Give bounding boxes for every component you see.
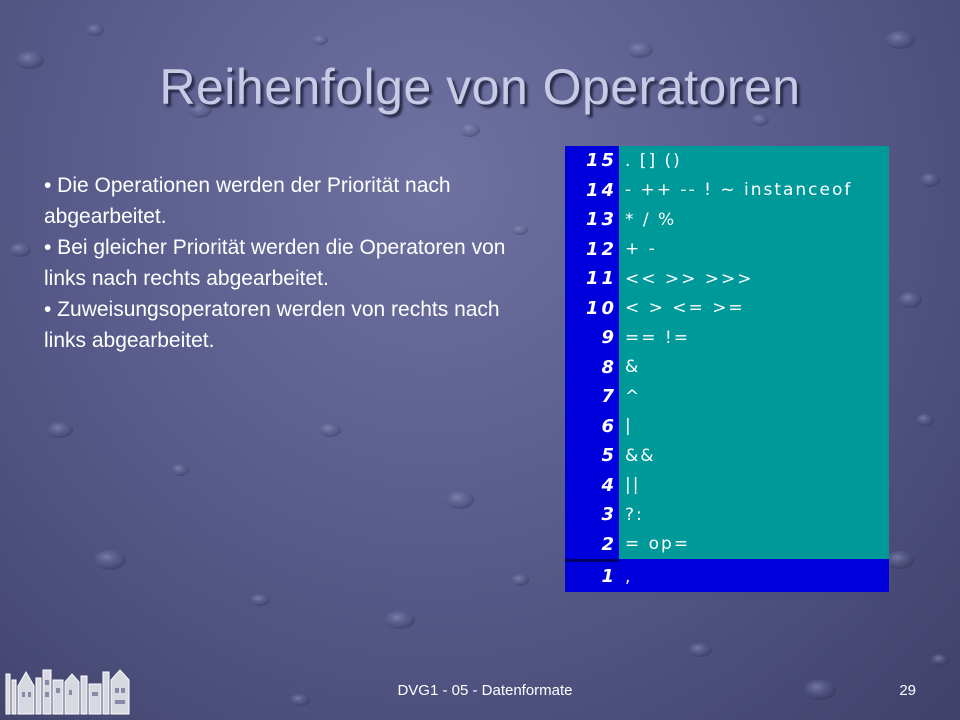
page-number: 29 (899, 682, 916, 699)
operator-precedence-table: 15. [] () 14- ++ -- ! ~ instanceof 13 * /… (565, 146, 889, 592)
table-row: 6 | (565, 411, 889, 441)
footer-text: DVG1 - 05 - Datenformate (397, 682, 573, 699)
operator-cell: || (619, 470, 889, 500)
bullet-item: • Die Operationen werden der Priorität n… (44, 174, 451, 228)
table-row: 7 ^ (565, 382, 889, 412)
priority-cell: 7 (565, 382, 619, 412)
slide-title: Reihenfolge von Operatoren (159, 59, 801, 115)
table-row: 9 == != (565, 323, 889, 353)
priority-cell: 14 (565, 175, 619, 205)
priority-cell: 1 (565, 559, 619, 592)
priority-cell: 15 (565, 146, 619, 176)
university-logo-icon (5, 669, 130, 715)
table-row: 2 = op= (565, 529, 889, 561)
priority-cell: 3 (565, 500, 619, 530)
operator-cell: - ++ -- ! ~ instanceof (619, 175, 889, 205)
bullet-item: • Zuweisungsoperatoren werden von rechts… (44, 298, 500, 352)
table-row: 11 << >> >>> (565, 264, 889, 294)
priority-cell: 6 (565, 411, 619, 441)
table-row: 3?: (565, 500, 889, 530)
priority-cell: 13 (565, 205, 619, 235)
priority-cell: 11 (565, 264, 619, 294)
table-row: 12 + - (565, 234, 889, 264)
table-row: 10 < > <= >= (565, 293, 889, 323)
table-row: 1, (565, 559, 889, 592)
operator-cell: + - (619, 234, 889, 264)
bullet-list: • Die Operationen werden der Priorität n… (44, 170, 514, 356)
operator-cell: ?: (619, 500, 889, 530)
table-row: 8 & (565, 352, 889, 382)
priority-cell: 12 (565, 234, 619, 264)
table-row: 13 * / % (565, 205, 889, 235)
table-row: 4 || (565, 470, 889, 500)
operator-cell: * / % (619, 205, 889, 235)
bullet-item: • Bei gleicher Priorität werden die Oper… (44, 236, 506, 290)
priority-cell: 10 (565, 293, 619, 323)
operator-cell: & (619, 352, 889, 382)
priority-cell: 9 (565, 323, 619, 353)
operator-cell: == != (619, 323, 889, 353)
operator-cell: << >> >>> (619, 264, 889, 294)
table-row: 15. [] () (565, 146, 889, 176)
operator-cell: && (619, 441, 889, 471)
operator-cell: ^ (619, 382, 889, 412)
operator-cell: = op= (619, 529, 889, 561)
operator-cell: | (619, 411, 889, 441)
priority-cell: 2 (565, 529, 619, 561)
priority-cell: 5 (565, 441, 619, 471)
priority-cell: 4 (565, 470, 619, 500)
operator-cell: < > <= >= (619, 293, 889, 323)
table-row: 5 && (565, 441, 889, 471)
priority-cell: 8 (565, 352, 619, 382)
operator-cell: , (619, 559, 889, 592)
table-row: 14- ++ -- ! ~ instanceof (565, 175, 889, 205)
operator-cell: . [] () (619, 146, 889, 176)
